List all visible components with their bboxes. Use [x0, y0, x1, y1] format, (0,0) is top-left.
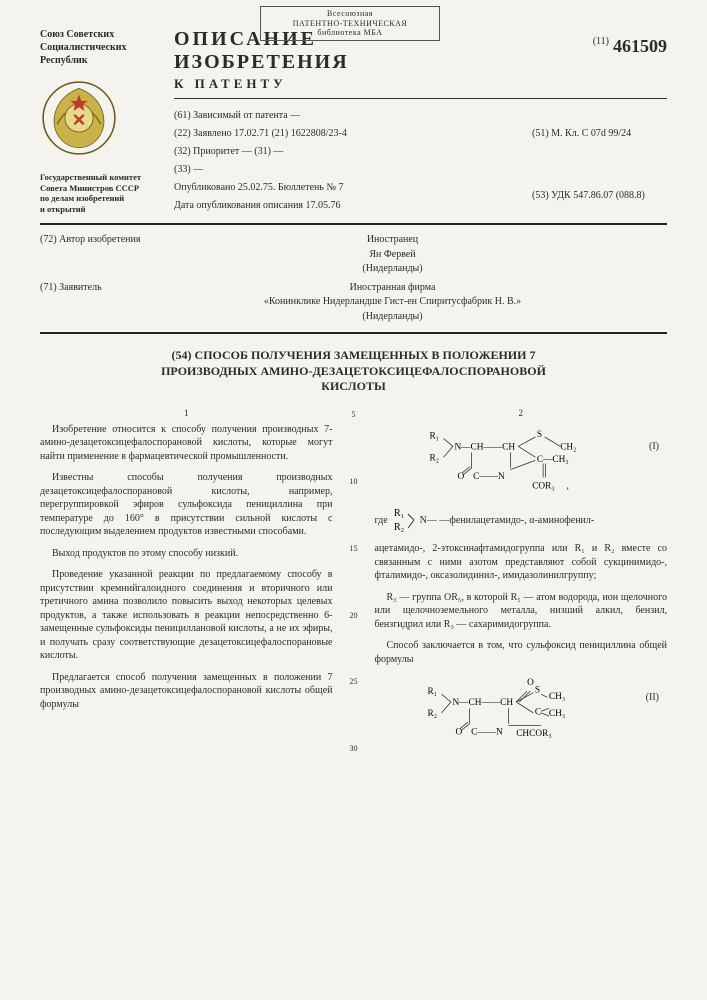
- committee-line: и открытий: [40, 204, 170, 215]
- column-number: 2: [375, 407, 668, 419]
- line-number: 10: [347, 478, 361, 486]
- paragraph: Проведение указанной реакции по предлага…: [40, 568, 333, 663]
- paragraph: Известны способы получения производных д…: [40, 471, 333, 539]
- svg-text:O: O: [527, 678, 534, 688]
- publication-number: (11) 461509: [593, 28, 667, 57]
- paragraph: Способ заключается в том, что сульфоксид…: [375, 639, 668, 666]
- issuer-line: Социалистических: [40, 41, 170, 54]
- thick-rule: [40, 223, 667, 225]
- svg-text:CH₂: CH₂: [560, 442, 576, 452]
- svg-text:R₁: R₁: [394, 508, 404, 519]
- meta-33: (33) —: [174, 161, 532, 179]
- svg-text:CH₃: CH₃: [549, 692, 565, 702]
- header-mid-column: ОПИСАНИЕ ИЗОБРЕТЕНИЯ К ПАТЕНТУ (11) 4615…: [170, 28, 667, 215]
- line-number: 5: [347, 411, 361, 419]
- chemical-formula-2: (II) R₁ R₂ N—CH——CH O S CH₃ C CH₃ O: [375, 674, 668, 747]
- pub-number-value: 461509: [613, 36, 667, 56]
- svg-text:C——N: C——N: [473, 472, 505, 482]
- svg-text:R₂: R₂: [394, 522, 404, 532]
- formula-label: (II): [646, 692, 659, 703]
- paragraph: R₃ — группа OR₅, в которой R₅ — атом вод…: [375, 591, 668, 632]
- meta-block: (61) Зависимый от патента — (22) Заявлен…: [174, 107, 667, 215]
- stamp-line: библиотека МБА: [265, 28, 435, 38]
- library-stamp: Всесоюзная ПАТЕНТНО-ТЕХНИЧЕСКАЯ библиоте…: [260, 6, 440, 41]
- formula-label: (I): [649, 441, 659, 452]
- paragraph: Предлагается способ получения замещенных…: [40, 671, 333, 712]
- svg-text:CHCOR₃: CHCOR₃: [516, 730, 551, 740]
- line-number-gutter: 5 10 15 20 25 30: [347, 407, 361, 758]
- svg-text:R₂: R₂: [429, 453, 438, 463]
- ussr-emblem-icon: [40, 79, 118, 157]
- meta-udc: (53) УДК 547.86.07 (088.8): [532, 187, 667, 205]
- author-label: (72) Автор изобретения: [40, 233, 150, 248]
- paragraph: Изобретение относится к способу получени…: [40, 423, 333, 464]
- left-text-column: 1 Изобретение относится к способу получе…: [40, 407, 333, 758]
- committee-block: Государственный комитет Совета Министров…: [40, 172, 170, 215]
- committee-line: Совета Министров СССР: [40, 183, 170, 194]
- authors-block: (72) Автор изобретения Иностранец Ян Фер…: [40, 233, 667, 324]
- rule: [174, 98, 667, 99]
- invention-title: (54) СПОСОБ ПОЛУЧЕНИЯ ЗАМЕЩЕННЫХ В ПОЛОЖ…: [134, 348, 574, 395]
- paragraph: ацетамидо-, 2-этоксинафтамидогруппа или …: [375, 542, 668, 583]
- line-number: 15: [347, 545, 361, 553]
- body-columns: 1 Изобретение относится к способу получе…: [40, 407, 667, 758]
- committee-line: по делам изобретений: [40, 193, 170, 204]
- meta-left: (61) Зависимый от патента — (22) Заявлен…: [174, 107, 532, 215]
- fragment-text: N— —фенилацетамидо-, α-аминофенил-: [420, 514, 595, 528]
- meta-descdate: Дата опубликования описания 17.05.76: [174, 197, 532, 215]
- where-fragment: где R₁ R₂ N— —фенилацетамидо-, α-аминофе…: [375, 506, 668, 537]
- meta-filed: (22) Заявлено 17.02.71 (21) 1622808/23-4: [174, 125, 532, 143]
- author-value: Иностранец Ян Фервей (Нидерланды): [153, 233, 633, 277]
- svg-text:O: O: [456, 728, 463, 738]
- stamp-line: Всесоюзная: [265, 9, 435, 19]
- where-label: где: [375, 514, 388, 528]
- svg-text:CH₃: CH₃: [549, 709, 565, 719]
- thick-rule: [40, 332, 667, 334]
- committee-line: Государственный комитет: [40, 172, 170, 183]
- svg-text:R₂: R₂: [428, 709, 437, 719]
- issuer-block: Союз Советских Социалистических Республи…: [40, 28, 170, 67]
- meta-priority: (32) Приоритет — (31) —: [174, 143, 532, 161]
- svg-text:C—CH₃: C—CH₃: [537, 455, 569, 465]
- meta-ipc: (51) М. Кл. C 07d 99/24: [532, 125, 667, 143]
- svg-text:R₁: R₁: [428, 688, 437, 698]
- chemical-formula-1: (I) R₁ R₂ N—CH——CH S CH₂ O C——N C—CH₃: [375, 423, 668, 496]
- applicant-label: (71) Заявитель: [40, 281, 150, 296]
- svg-text:N—CH——CH: N—CH——CH: [453, 699, 514, 709]
- title-line: К ПАТЕНТУ: [174, 76, 593, 92]
- header-row: Союз Советских Социалистических Республи…: [40, 28, 667, 215]
- svg-text:O: O: [457, 472, 464, 482]
- svg-text:S: S: [535, 686, 540, 696]
- meta-published: Опубликовано 25.02.75. Бюллетень № 7: [174, 179, 532, 197]
- meta-right: (51) М. Кл. C 07d 99/24 (53) УДК 547.86.…: [532, 107, 667, 215]
- title-line: ИЗОБРЕТЕНИЯ: [174, 51, 593, 74]
- issuer-line: Союз Советских: [40, 28, 170, 41]
- line-number: 20: [347, 612, 361, 620]
- issuer-line: Республик: [40, 54, 170, 67]
- meta-dependent: (61) Зависимый от патента —: [174, 107, 532, 125]
- svg-text:S: S: [537, 430, 542, 440]
- line-number: 25: [347, 678, 361, 686]
- patent-page: Всесоюзная ПАТЕНТНО-ТЕХНИЧЕСКАЯ библиоте…: [0, 0, 707, 1000]
- structure-fragment-icon: R₁ R₂: [394, 506, 414, 532]
- paragraph: Выход продуктов по этому способу низкий.: [40, 547, 333, 561]
- structure-icon: R₁ R₂ N—CH——CH S CH₂ O C——N C—CH₃ COR₃: [422, 423, 602, 493]
- svg-text:,: ,: [566, 481, 568, 491]
- svg-text:C——N: C——N: [471, 728, 503, 738]
- column-number: 1: [40, 407, 333, 419]
- line-number: 30: [347, 745, 361, 753]
- header-left-column: Союз Советских Социалистических Республи…: [40, 28, 170, 215]
- right-text-column: 2 (I) R₁ R₂ N—CH——CH S CH₂ O C——N: [375, 407, 668, 758]
- svg-text:R₁: R₁: [429, 431, 438, 441]
- stamp-line: ПАТЕНТНО-ТЕХНИЧЕСКАЯ: [265, 19, 435, 29]
- svg-text:C: C: [535, 708, 541, 718]
- pub-number-label: (11): [593, 36, 609, 47]
- svg-text:N—CH——CH: N—CH——CH: [454, 442, 515, 452]
- applicant-value: Иностранная фирма «Конинклике Нидерландш…: [153, 281, 633, 325]
- svg-text:COR₃: COR₃: [532, 481, 554, 491]
- structure-icon: R₁ R₂ N—CH——CH O S CH₃ C CH₃ O C—: [420, 674, 600, 744]
